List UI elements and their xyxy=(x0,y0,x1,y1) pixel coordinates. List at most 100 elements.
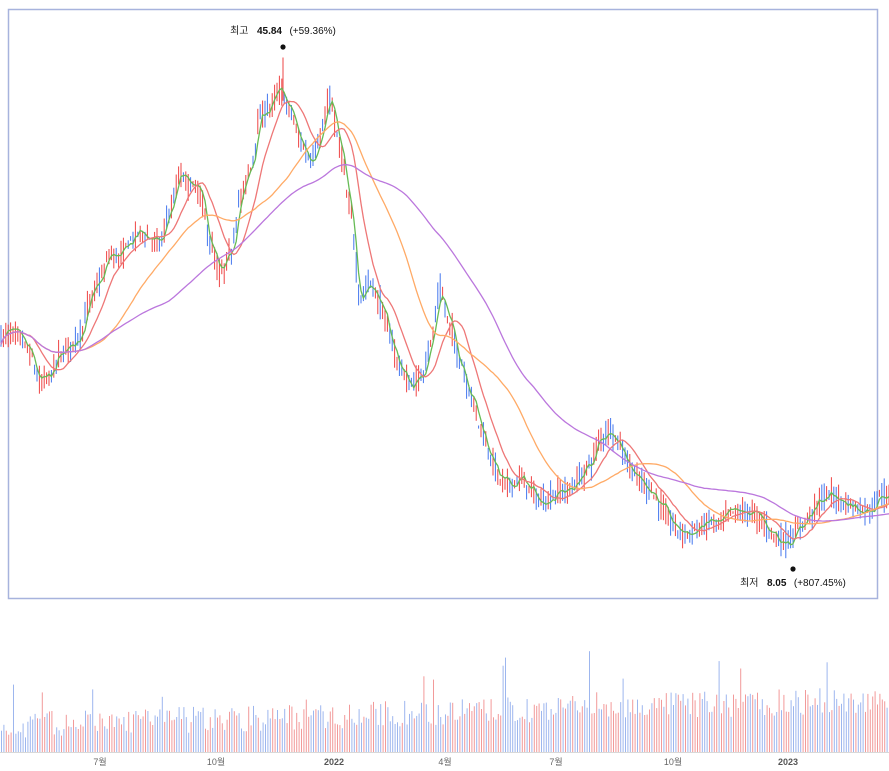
volume-bar xyxy=(133,714,134,752)
volume-bar xyxy=(217,717,218,752)
volume-bar xyxy=(361,722,362,752)
volume-bar xyxy=(209,717,211,752)
volume-bar xyxy=(737,708,739,752)
volume-bar xyxy=(238,713,240,752)
volume-bar xyxy=(341,728,343,752)
volume-bar xyxy=(49,711,50,752)
volume-bar xyxy=(397,722,398,752)
volume-bar xyxy=(593,713,595,752)
volume-bar xyxy=(413,718,415,752)
volume-bar xyxy=(805,690,806,752)
volume-bar xyxy=(17,731,19,752)
volume-bar xyxy=(620,702,622,752)
volume-bar xyxy=(339,725,341,752)
volume-bar xyxy=(423,676,425,752)
volume-bar xyxy=(860,702,862,752)
volume-bar xyxy=(553,714,554,752)
volume-bar xyxy=(277,710,278,752)
volume-bar xyxy=(622,678,624,752)
volume-bar xyxy=(101,718,103,752)
volume-bar xyxy=(449,702,451,752)
volume-bar xyxy=(452,702,454,752)
volume-bar xyxy=(555,712,557,752)
volume-bar xyxy=(245,731,247,752)
volume-bar xyxy=(20,732,22,752)
volume-bar xyxy=(205,728,206,752)
volume-bar xyxy=(536,705,538,752)
volume-bar xyxy=(461,699,463,752)
ma-60-line xyxy=(0,121,889,525)
volume-bar xyxy=(548,719,550,752)
volume-bar xyxy=(260,730,262,752)
volume-bar xyxy=(788,711,790,752)
volume-bar xyxy=(781,710,782,752)
volume-bar xyxy=(58,730,60,752)
volume-bar xyxy=(742,701,744,752)
volume-bar xyxy=(476,703,478,752)
volume-bar xyxy=(543,703,545,752)
volume-bar xyxy=(272,708,274,752)
volume-bar xyxy=(176,717,178,752)
volume-bar xyxy=(380,704,382,752)
volume-bar xyxy=(125,730,127,752)
volume-bar xyxy=(214,709,216,752)
volume-bar xyxy=(589,651,590,752)
x-tick-label: 2023 xyxy=(778,757,798,767)
volume-bar xyxy=(627,699,629,752)
volume-bar xyxy=(591,713,593,752)
volume-bar xyxy=(766,705,768,752)
volume-bar xyxy=(349,704,350,752)
volume-bar xyxy=(505,657,506,752)
volume-bar xyxy=(819,688,821,752)
volume-bar xyxy=(106,728,108,752)
volume-bar xyxy=(466,708,468,752)
volume-bar xyxy=(301,728,302,752)
x-tick-label: 2022 xyxy=(324,757,344,767)
price-pane-frame xyxy=(7,8,879,600)
volume-bar xyxy=(181,719,182,752)
volume-bar xyxy=(73,719,74,752)
volume-bar xyxy=(157,716,158,752)
volume-bar xyxy=(269,718,271,752)
volume-bar xyxy=(27,721,29,752)
volume-bar xyxy=(713,706,715,752)
volume-bar xyxy=(694,700,696,752)
volume-bar xyxy=(538,703,540,752)
volume-bar xyxy=(195,715,197,752)
volume-bar xyxy=(241,728,242,752)
volume-bar xyxy=(185,717,187,752)
volume-bar xyxy=(257,717,259,752)
volume-bar xyxy=(313,710,314,752)
volume-bar xyxy=(334,723,336,752)
volume-bar xyxy=(89,714,91,752)
volume-bar xyxy=(437,705,439,752)
volume-bar xyxy=(709,712,710,752)
volume-bar xyxy=(675,693,677,752)
volume-bar xyxy=(802,714,804,752)
volume-bar xyxy=(733,694,734,752)
ma-20-line xyxy=(0,100,889,540)
volume-bar xyxy=(13,684,14,752)
volume-bar xyxy=(284,708,286,752)
volume-bar xyxy=(677,694,679,752)
low-annotation: 최저 8.05 (+807.45%) xyxy=(740,566,846,589)
volume-bar xyxy=(685,705,686,752)
volume-bar xyxy=(418,713,420,752)
volume-bar xyxy=(97,730,98,752)
volume-bar xyxy=(373,701,374,752)
volume-bar xyxy=(454,719,456,752)
volume-bar xyxy=(221,723,223,752)
volume-bar xyxy=(303,709,305,752)
volume-bar xyxy=(387,707,389,752)
volume-bar xyxy=(745,694,746,752)
volume-bar xyxy=(716,694,718,752)
volume-bar xyxy=(459,716,461,752)
volume-bar xyxy=(46,713,48,752)
high-label: 최고 45.84 (+59.36%) xyxy=(230,21,336,38)
volume-bar xyxy=(831,710,833,752)
volume-bar xyxy=(464,713,466,752)
volume-bar xyxy=(430,723,432,752)
volume-bar xyxy=(250,725,252,752)
volume-bar xyxy=(10,732,12,752)
volume-bar xyxy=(118,718,120,752)
